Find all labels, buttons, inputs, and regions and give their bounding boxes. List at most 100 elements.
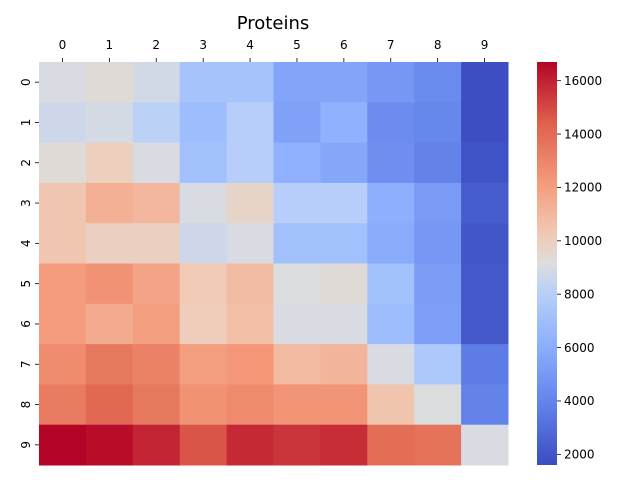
heatmap-cell-r7-c0 <box>39 344 87 385</box>
heatmap-cell-r1-c0 <box>39 102 87 144</box>
heatmap-cell-r7-c2 <box>132 344 181 385</box>
heatmap-cell-r4-c2 <box>132 223 181 264</box>
heatmap-cell-r5-c3 <box>179 263 228 305</box>
heatmap-cell-r0-c6 <box>320 62 368 103</box>
x-tick-label: 7 <box>387 38 395 52</box>
heatmap-cell-r4-c7 <box>367 223 415 264</box>
heatmap-cell-r2-c1 <box>85 142 134 184</box>
colorbar-tick-label: 4000 <box>564 394 595 408</box>
heatmap-cell-r9-c2 <box>132 424 181 466</box>
colorbar-tick-label: 14000 <box>564 127 602 141</box>
heatmap-cell-r6-c4 <box>226 303 274 345</box>
heatmap-cell-r0-c0 <box>39 62 87 103</box>
heatmap-cell-r1-c4 <box>226 102 274 144</box>
heatmap-cell-r3-c0 <box>39 182 87 224</box>
colorbar-tick-label: 10000 <box>564 234 602 248</box>
heatmap-cell-r3-c6 <box>320 182 368 224</box>
heatmap-cell-r5-c5 <box>273 263 321 305</box>
x-tick-label: 5 <box>293 38 301 52</box>
heatmap-cell-r2-c0 <box>39 142 87 184</box>
y-tick-label: 1 <box>19 119 33 127</box>
heatmap-cell-r5-c7 <box>367 263 415 305</box>
x-tick-label: 6 <box>340 38 348 52</box>
heatmap-cell-r6-c9 <box>461 303 509 345</box>
heatmap-cell-r3-c2 <box>132 182 181 224</box>
heatmap-cell-r9-c1 <box>85 424 134 466</box>
heatmap-cell-r8-c6 <box>320 384 368 426</box>
heatmap-cell-r5-c6 <box>320 263 368 305</box>
heatmap-cell-r9-c6 <box>320 424 368 466</box>
heatmap-cell-r9-c3 <box>179 424 228 466</box>
heatmap-cell-r1-c6 <box>320 102 368 144</box>
heatmap-cell-r1-c7 <box>367 102 415 144</box>
colorbar-tick-label: 12000 <box>564 181 602 195</box>
heatmap-cell-r1-c5 <box>273 102 321 144</box>
heatmap-cell-r0-c7 <box>367 62 415 103</box>
heatmap-cell-r7-c7 <box>367 344 415 385</box>
heatmap-cell-r5-c2 <box>132 263 181 305</box>
chart-title: Proteins <box>237 13 309 34</box>
heatmap-cell-r4-c8 <box>414 223 462 264</box>
y-tick-label: 5 <box>19 280 33 288</box>
heatmap-cell-r6-c0 <box>39 303 87 345</box>
heatmap-cell-r5-c0 <box>39 263 87 305</box>
heatmap-cell-r9-c8 <box>414 424 462 466</box>
x-tick-label: 3 <box>199 38 207 52</box>
heatmap-cell-r6-c2 <box>132 303 181 345</box>
heatmap-cell-r7-c9 <box>461 344 509 385</box>
heatmap-cell-r0-c5 <box>273 62 321 103</box>
heatmap-cell-r4-c9 <box>461 223 509 264</box>
heatmap-cell-r9-c4 <box>226 424 274 466</box>
heatmap-cell-r8-c8 <box>414 384 462 426</box>
heatmap-cell-r8-c1 <box>85 384 134 426</box>
heatmap-cell-r8-c7 <box>367 384 415 426</box>
heatmap-cell-r7-c6 <box>320 344 368 385</box>
heatmap-cell-r3-c7 <box>367 182 415 224</box>
y-tick-label: 6 <box>19 320 33 328</box>
heatmap-cell-r2-c8 <box>414 142 462 184</box>
colorbar-tick-label: 16000 <box>564 74 602 88</box>
heatmap-cell-r1-c1 <box>85 102 134 144</box>
y-tick-label: 9 <box>19 441 33 449</box>
colorbar-gradient <box>537 62 557 465</box>
heatmap-cell-r2-c5 <box>273 142 321 184</box>
heatmap-cell-r2-c3 <box>179 142 228 184</box>
heatmap-cell-r3-c9 <box>461 182 509 224</box>
heatmap-cell-r3-c1 <box>85 182 134 224</box>
heatmap-cell-r3-c5 <box>273 182 321 224</box>
heatmap-cell-r0-c3 <box>179 62 228 103</box>
heatmap-cell-r3-c4 <box>226 182 274 224</box>
heatmap-cell-r2-c7 <box>367 142 415 184</box>
y-tick-label: 8 <box>19 401 33 409</box>
heatmap-cell-r6-c7 <box>367 303 415 345</box>
heatmap-cell-r9-c0 <box>39 424 87 466</box>
heatmap-cell-r2-c4 <box>226 142 274 184</box>
heatmap-cell-r7-c8 <box>414 344 462 385</box>
heatmap-cell-r6-c3 <box>179 303 228 345</box>
heatmap-cell-r8-c9 <box>461 384 509 426</box>
heatmap-cell-r4-c3 <box>179 223 228 264</box>
y-tick-label: 2 <box>19 159 33 167</box>
heatmap-cell-r5-c1 <box>85 263 134 305</box>
heatmap-cell-r5-c9 <box>461 263 509 305</box>
heatmap-cell-r0-c2 <box>132 62 181 103</box>
heatmap-cell-r2-c2 <box>132 142 181 184</box>
x-tick-label: 1 <box>106 38 114 52</box>
heatmap-cell-r4-c4 <box>226 223 274 264</box>
heatmap-cell-r1-c3 <box>179 102 228 144</box>
heatmap-cell-r2-c9 <box>461 142 509 184</box>
x-tick-label: 4 <box>246 38 254 52</box>
heatmap-cell-r0-c4 <box>226 62 274 103</box>
heatmap-cell-r1-c9 <box>461 102 509 144</box>
x-tick-label: 0 <box>59 38 67 52</box>
heatmap-cell-r4-c0 <box>39 223 87 264</box>
heatmap-cell-r8-c2 <box>132 384 181 426</box>
heatmap-cell-r9-c7 <box>367 424 415 466</box>
heatmap-cell-r6-c5 <box>273 303 321 345</box>
y-tick-label: 4 <box>19 240 33 248</box>
heatmap-cell-r7-c3 <box>179 344 228 385</box>
y-tick-label: 7 <box>19 360 33 368</box>
heatmap-cell-r1-c2 <box>132 102 181 144</box>
heatmap-cell-r8-c4 <box>226 384 274 426</box>
heatmap-cell-r5-c4 <box>226 263 274 305</box>
